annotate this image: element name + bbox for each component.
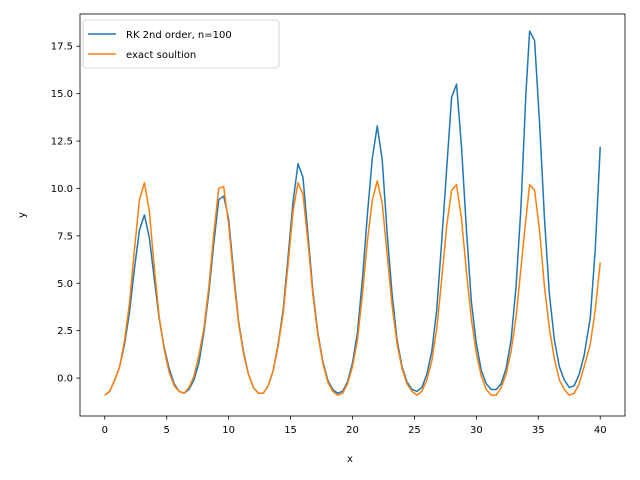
y-tick-label: 0.0 [57,374,73,385]
legend-box [82,19,280,69]
x-axis: 0 5 10 15 20 25 30 35 40 [102,416,607,436]
x-tick-label: 20 [346,425,359,436]
legend: RK 2nd order, n=100 exact soultion [82,19,280,69]
y-tick-label: 17.5 [51,42,73,53]
y-axis-label: y [17,212,28,218]
legend-label-2: exact soultion [126,50,196,61]
series-line-2 [104,180,601,396]
y-tick-label: 10.0 [51,184,73,195]
x-tick-label: 15 [284,425,297,436]
x-tick-label: 30 [470,425,483,436]
x-axis-label: x [347,454,353,465]
y-tick-label: 5.0 [57,279,73,290]
y-tick-label: 12.5 [51,137,73,148]
x-tick-label: 5 [164,425,170,436]
plot-frame [79,13,626,417]
y-tick-label: 7.5 [57,231,73,242]
x-tick-label: 35 [532,425,545,436]
x-tick-label: 0 [102,425,108,436]
plot-area [104,30,601,396]
x-tick-label: 40 [594,425,607,436]
y-tick-label: 15.0 [51,89,73,100]
x-tick-label: 10 [222,425,235,436]
y-axis: 0.0 2.5 5.0 7.5 10.0 12.5 15.0 17.5 [51,42,80,385]
legend-label-1: RK 2nd order, n=100 [126,30,232,41]
y-tick-label: 2.5 [57,326,73,337]
x-tick-label: 25 [408,425,421,436]
